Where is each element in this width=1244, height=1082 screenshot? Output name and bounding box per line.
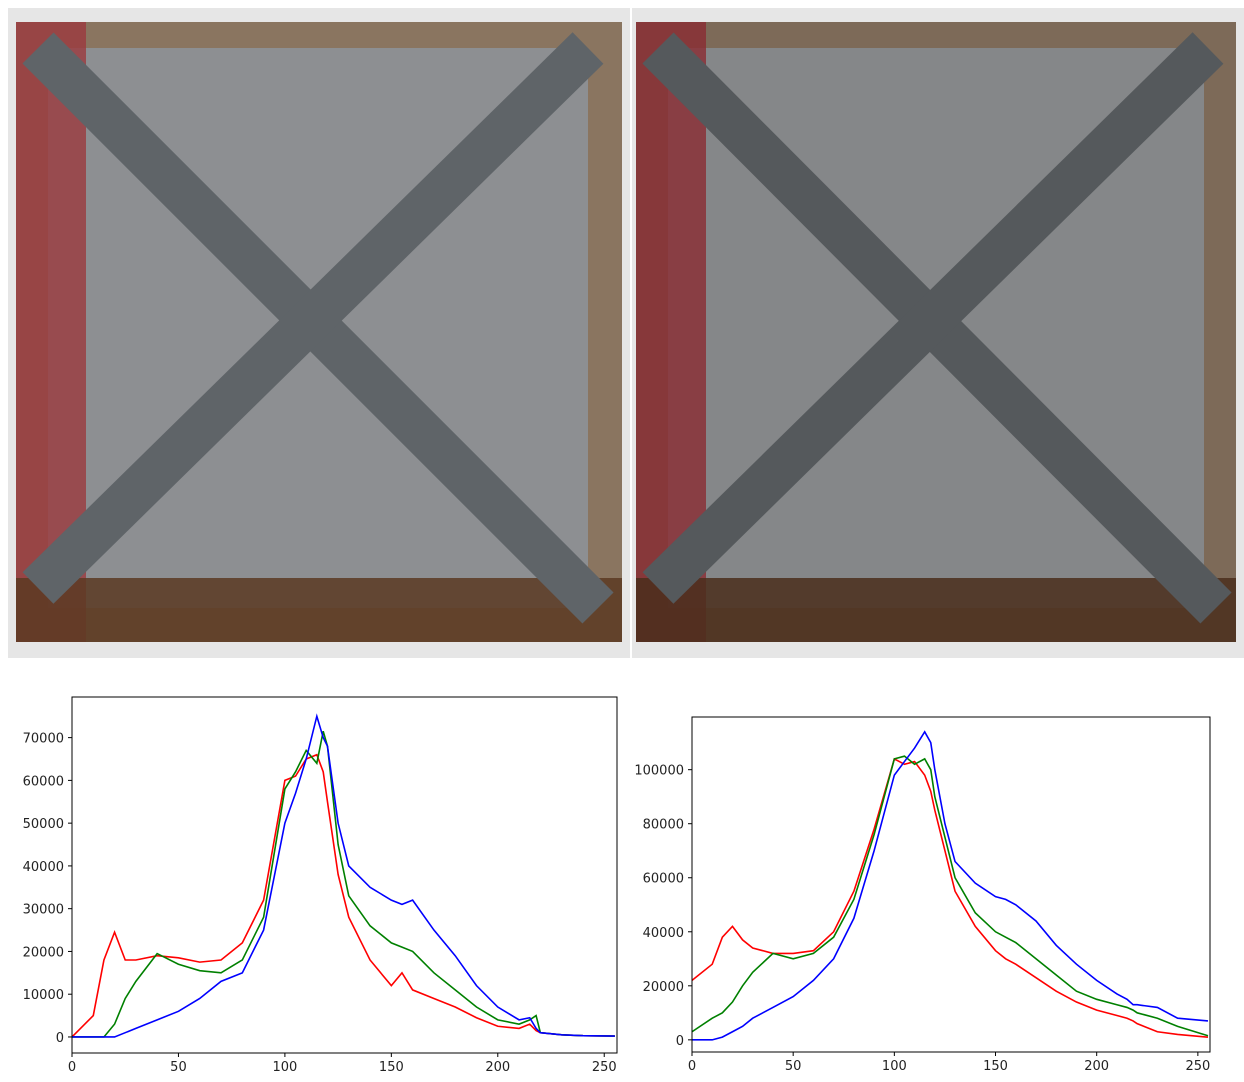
y-tick-label: 0: [56, 1031, 64, 1046]
page: 0501001502002500100002000030000400005000…: [0, 0, 1244, 1082]
x-tick-label: 100: [272, 1060, 297, 1075]
y-tick-label: 60000: [643, 872, 684, 887]
photo-before: [8, 8, 630, 658]
x-tick-label: 250: [592, 1060, 617, 1075]
x-tick-label: 200: [1084, 1059, 1109, 1074]
x-tick-label: 250: [1185, 1059, 1210, 1074]
series-line: [72, 716, 615, 1037]
y-tick-label: 30000: [23, 903, 64, 918]
histogram-after: 0 50 100 150 200 250 0 20000 40000 60000 80000 1000…: [622, 680, 1244, 1082]
y-tick-label: 20000: [643, 980, 684, 995]
series-line: [692, 759, 1208, 1037]
series-line: [72, 731, 615, 1037]
y-tick-label: 0: [676, 1034, 684, 1049]
y-tick-label: 20000: [23, 945, 64, 960]
series-line: [692, 756, 1208, 1036]
x-tick-label: 100: [882, 1059, 907, 1074]
y-tick-label: 80000: [643, 818, 684, 833]
y-tick-label: 40000: [23, 860, 64, 875]
y-tick-label: 100000: [634, 764, 684, 779]
axes-frame: [692, 717, 1210, 1052]
x-tick-label: 0: [688, 1059, 696, 1074]
y-tick-label: 70000: [23, 732, 64, 747]
series-line: [692, 732, 1208, 1040]
x-tick-label: 50: [170, 1060, 187, 1075]
y-tick-label: 10000: [23, 988, 64, 1003]
x-tick-label: 0: [68, 1060, 76, 1075]
y-tick-label: 40000: [643, 926, 684, 941]
photo-after: [632, 8, 1244, 658]
x-tick-label: 50: [785, 1059, 802, 1074]
x-tick-label: 150: [983, 1059, 1008, 1074]
y-tick-label: 60000: [23, 774, 64, 789]
x-tick-label: 200: [485, 1060, 510, 1075]
y-tick-label: 50000: [23, 817, 64, 832]
series-line: [72, 755, 615, 1037]
x-tick-label: 150: [379, 1060, 404, 1075]
histogram-before: 0 50 100 150 200 250 0 10000 20000 30000 40000 5000…: [0, 680, 622, 1082]
